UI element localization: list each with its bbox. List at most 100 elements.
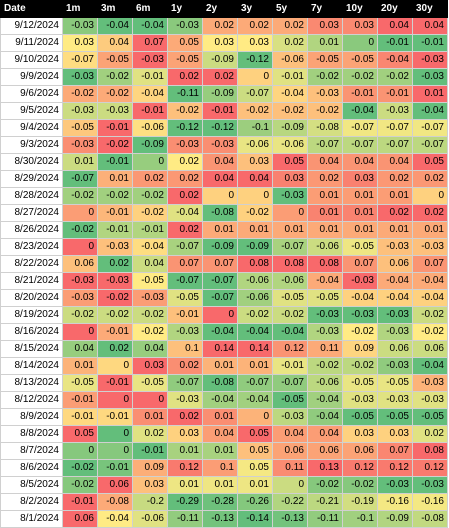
date-cell[interactable]: 9/3/2024 [0,136,63,154]
value-cell[interactable]: 0.07 [342,255,378,273]
value-cell[interactable]: 0.03 [62,34,98,52]
date-cell[interactable]: 9/4/2024 [0,119,63,137]
value-cell[interactable]: -0.02 [62,85,98,103]
value-cell[interactable]: -0.06 [237,289,273,307]
value-cell[interactable]: -0.03 [202,136,238,154]
value-cell[interactable]: 0.02 [132,170,168,188]
value-cell[interactable]: 0.02 [97,255,133,273]
value-cell[interactable]: 0.04 [272,425,308,443]
value-cell[interactable]: -0.04 [167,204,203,222]
column-header-7y[interactable]: 7y [307,0,343,18]
value-cell[interactable]: -0.16 [412,493,448,511]
value-cell[interactable]: 0 [202,187,238,205]
value-cell[interactable]: 0 [97,442,133,460]
value-cell[interactable]: 0.08 [412,442,448,460]
value-cell[interactable]: 0.01 [272,221,308,239]
value-cell[interactable]: 0 [237,187,273,205]
value-cell[interactable]: 0.06 [62,510,98,528]
value-cell[interactable]: 0.01 [202,221,238,239]
date-cell[interactable]: 8/6/2024 [0,459,63,477]
value-cell[interactable]: -0.02 [307,68,343,86]
column-header-2y[interactable]: 2y [202,0,238,18]
value-cell[interactable]: 0.06 [377,340,413,358]
value-cell[interactable]: 0.12 [412,459,448,477]
value-cell[interactable]: -0.03 [412,51,448,69]
value-cell[interactable]: -0.01 [97,459,133,477]
value-cell[interactable]: -0.13 [272,510,308,528]
value-cell[interactable]: -0.07 [237,374,273,392]
value-cell[interactable]: 0.03 [377,425,413,443]
value-cell[interactable]: 0.03 [307,17,343,35]
value-cell[interactable]: 0.04 [377,153,413,171]
value-cell[interactable]: 0.03 [342,425,378,443]
value-cell[interactable]: -0.05 [132,374,168,392]
value-cell[interactable]: -0.21 [307,493,343,511]
value-cell[interactable]: 0.02 [132,425,168,443]
value-cell[interactable]: 0.03 [167,425,203,443]
value-cell[interactable]: -0.07 [342,136,378,154]
value-cell[interactable]: -0.26 [237,493,273,511]
value-cell[interactable]: 0.01 [307,187,343,205]
value-cell[interactable]: 0.06 [412,340,448,358]
value-cell[interactable]: -0.04 [202,323,238,341]
value-cell[interactable]: -0.01 [132,221,168,239]
date-cell[interactable]: 8/15/2024 [0,340,63,358]
value-cell[interactable]: -0.02 [412,306,448,324]
value-cell[interactable]: -0.02 [307,476,343,494]
value-cell[interactable]: 0.04 [307,425,343,443]
value-cell[interactable]: -0.04 [412,289,448,307]
value-cell[interactable]: -0.02 [62,459,98,477]
value-cell[interactable]: 0.01 [62,153,98,171]
date-cell[interactable]: 8/26/2024 [0,221,63,239]
date-cell[interactable]: 9/9/2024 [0,68,63,86]
value-cell[interactable]: 0.02 [167,187,203,205]
value-cell[interactable]: -0.01 [132,442,168,460]
date-cell[interactable]: 8/14/2024 [0,357,63,375]
value-cell[interactable]: -0.02 [62,187,98,205]
date-cell[interactable]: 8/13/2024 [0,374,63,392]
value-cell[interactable]: 0.07 [202,255,238,273]
value-cell[interactable]: -0.07 [272,374,308,392]
value-cell[interactable]: 0.06 [342,442,378,460]
value-cell[interactable]: -0.02 [132,323,168,341]
value-cell[interactable]: -0.02 [62,476,98,494]
value-cell[interactable]: 0.11 [272,459,308,477]
value-cell[interactable]: -0.04 [132,17,168,35]
value-cell[interactable]: -0.19 [342,493,378,511]
value-cell[interactable]: -0.07 [202,272,238,290]
value-cell[interactable]: -0.03 [342,391,378,409]
value-cell[interactable]: 0.04 [412,17,448,35]
value-cell[interactable]: -0.03 [307,85,343,103]
value-cell[interactable]: -0.07 [272,238,308,256]
value-cell[interactable]: 0.01 [412,221,448,239]
column-header-1y[interactable]: 1y [167,0,203,18]
value-cell[interactable]: 0.02 [272,17,308,35]
value-cell[interactable]: -0.03 [307,323,343,341]
value-cell[interactable]: 0.02 [202,17,238,35]
value-cell[interactable]: -0.07 [167,272,203,290]
value-cell[interactable]: -0.08 [202,204,238,222]
value-cell[interactable]: -0.06 [272,136,308,154]
value-cell[interactable]: -0.01 [377,85,413,103]
value-cell[interactable]: -0.05 [62,374,98,392]
value-cell[interactable]: -0.02 [97,306,133,324]
value-cell[interactable]: -0.01 [272,68,308,86]
value-cell[interactable]: 0.04 [202,425,238,443]
value-cell[interactable]: 0.02 [412,425,448,443]
date-cell[interactable]: 8/1/2024 [0,510,63,528]
date-cell[interactable]: 8/27/2024 [0,204,63,222]
value-cell[interactable]: -0.02 [342,476,378,494]
value-cell[interactable]: 0.07 [132,34,168,52]
value-cell[interactable]: -0.06 [237,272,273,290]
date-cell[interactable]: 9/6/2024 [0,85,63,103]
value-cell[interactable]: 0.04 [132,255,168,273]
value-cell[interactable]: -0.02 [342,357,378,375]
value-cell[interactable]: -0.05 [167,51,203,69]
value-cell[interactable]: -0.08 [412,510,448,528]
value-cell[interactable]: -0.04 [307,391,343,409]
value-cell[interactable]: -0.11 [167,510,203,528]
date-cell[interactable]: 8/2/2024 [0,493,63,511]
value-cell[interactable]: 0.01 [342,204,378,222]
value-cell[interactable]: -0.01 [132,102,168,120]
value-cell[interactable]: -0.04 [377,289,413,307]
